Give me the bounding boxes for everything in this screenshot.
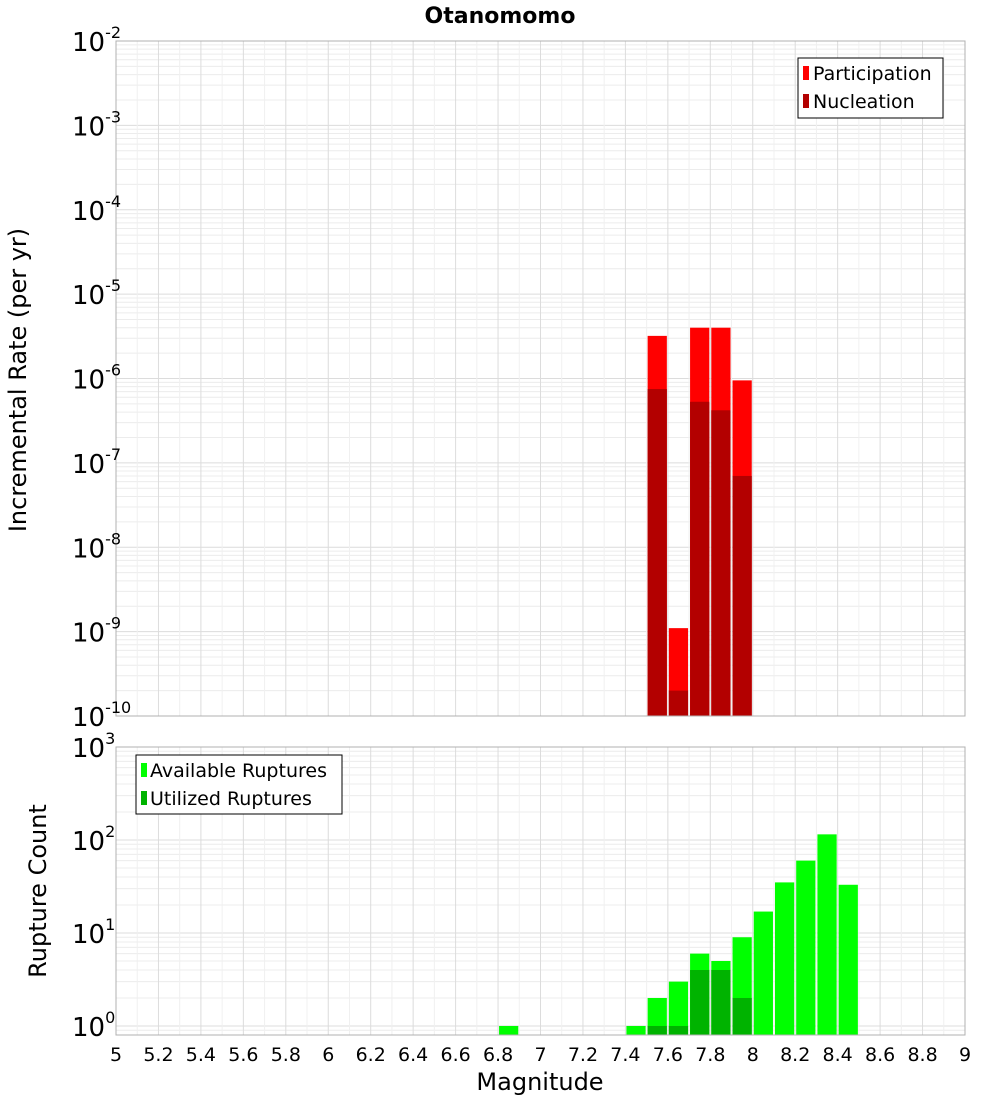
x-tick-label: 8.6 — [865, 1044, 895, 1066]
x-tick-label: 5.2 — [143, 1044, 173, 1066]
bottom-bar-available-ruptures — [668, 981, 689, 1035]
top-bar-nucleation — [647, 389, 667, 716]
top-y-tick-label: 10-9 — [72, 614, 121, 649]
bottom-bar-available-ruptures — [838, 884, 858, 1035]
x-tick-label: 5 — [110, 1044, 122, 1066]
legend-swatch-nucleation — [803, 94, 809, 108]
top-bar-nucleation — [711, 410, 731, 716]
top-y-axis-label: Incremental Rate (per yr) — [4, 228, 32, 532]
top-y-tick-label: 10-7 — [72, 445, 121, 480]
legend-label-utilized: Utilized Ruptures — [150, 788, 312, 810]
x-tick-label: 8 — [747, 1044, 759, 1066]
top-bar-nucleation — [732, 475, 752, 716]
top-y-tick-label: 10-6 — [72, 361, 121, 396]
legend-label-participation: Participation — [813, 63, 932, 85]
top-bar-nucleation — [668, 690, 689, 716]
bottom-bar-utilized-ruptures — [690, 969, 710, 1035]
legend-label-nucleation: Nucleation — [813, 91, 915, 113]
x-tick-label: 7.8 — [695, 1044, 725, 1066]
x-tick-label: 5.6 — [228, 1044, 258, 1066]
bottom-bar-available-ruptures — [626, 1025, 646, 1035]
bottom-y-axis-label: Rupture Count — [24, 804, 52, 978]
x-tick-label: 6.8 — [483, 1044, 513, 1066]
bottom-plot-border — [115, 746, 966, 1036]
bottom-y-tick-label: 101 — [72, 915, 115, 950]
x-tick-label: 5.8 — [271, 1044, 301, 1066]
legend-swatch-participation — [803, 66, 809, 80]
x-axis-label: Magnitude — [476, 1068, 603, 1096]
bottom-y-tick-label: 102 — [72, 822, 115, 857]
top-y-tick-label: 10-5 — [72, 276, 121, 311]
x-tick-label: 6.2 — [356, 1044, 386, 1066]
bottom-bar-utilized-ruptures — [732, 997, 752, 1035]
bottom-bar-available-ruptures — [774, 882, 795, 1035]
x-tick-label: 7 — [534, 1044, 546, 1066]
chart-title: Otanomomo — [425, 4, 576, 29]
bottom-y-tick-label: 103 — [72, 729, 115, 764]
top-y-tick-label: 10-8 — [72, 529, 121, 564]
bottom-bar-available-ruptures — [753, 911, 773, 1035]
x-tick-label: 8.8 — [907, 1044, 937, 1066]
top-bar-nucleation — [690, 401, 710, 716]
top-plot-border — [115, 40, 966, 717]
bottom-legend-box — [135, 754, 343, 815]
x-tick-label: 6.6 — [440, 1044, 470, 1066]
top-y-tick-label: 10-3 — [72, 107, 121, 142]
bottom-bar-utilized-ruptures — [668, 1025, 689, 1035]
bottom-bar-available-ruptures — [647, 997, 667, 1035]
bottom-bar-available-ruptures — [796, 860, 816, 1035]
bottom-bar-available-ruptures — [817, 834, 837, 1035]
top-plot-area — [115, 40, 966, 717]
x-tick-label: 7.6 — [653, 1044, 683, 1066]
x-tick-label: 5.4 — [186, 1044, 216, 1066]
bottom-bar-available-ruptures — [499, 1025, 519, 1035]
x-tick-label: 7.2 — [568, 1044, 598, 1066]
legend-swatch-utilized — [141, 791, 147, 805]
top-legend-box — [797, 57, 944, 119]
top-legend: Participation Nucleation — [797, 57, 944, 119]
x-tick-label: 9 — [959, 1044, 971, 1066]
bottom-bar-utilized-ruptures — [647, 1025, 667, 1035]
top-y-tick-label: 10-2 — [72, 23, 121, 58]
x-tick-label: 6 — [322, 1044, 334, 1066]
legend-swatch-available — [141, 763, 147, 777]
top-y-tick-label: 10-10 — [72, 698, 131, 733]
bottom-y-tick-label: 100 — [72, 1008, 115, 1043]
legend-label-available: Available Ruptures — [150, 760, 327, 782]
x-tick-label: 7.4 — [610, 1044, 640, 1066]
bottom-legend: Available Ruptures Utilized Ruptures — [135, 754, 343, 815]
bottom-bar-utilized-ruptures — [711, 969, 731, 1035]
x-tick-label: 8.4 — [823, 1044, 853, 1066]
top-y-tick-label: 10-4 — [72, 192, 121, 227]
x-tick-label: 8.2 — [780, 1044, 810, 1066]
x-tick-label: 6.4 — [398, 1044, 428, 1066]
